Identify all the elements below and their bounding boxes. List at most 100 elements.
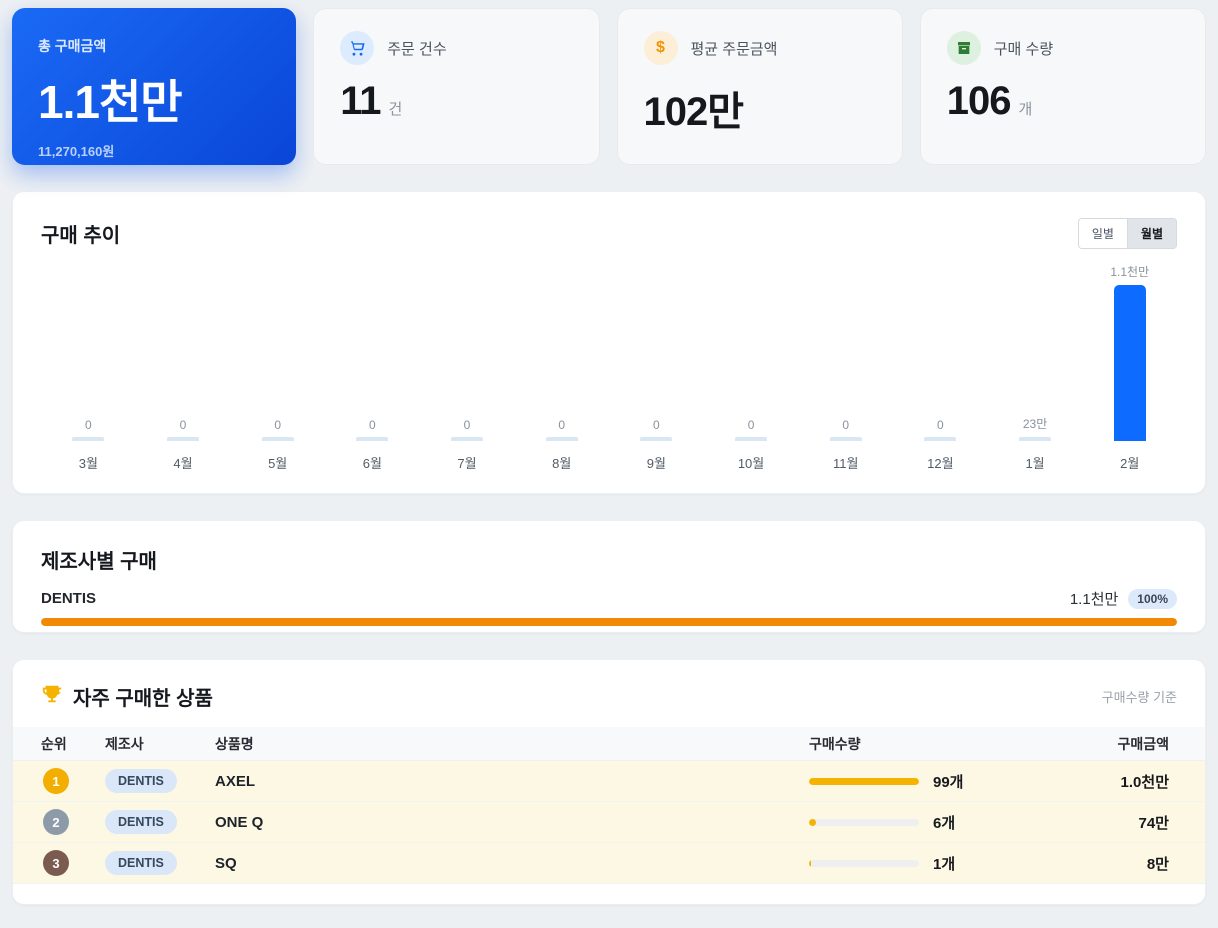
bar-month-label: 12월 bbox=[927, 456, 954, 471]
quantity-bar-track bbox=[809, 818, 919, 826]
daily-toggle-button[interactable]: 일별 bbox=[1078, 219, 1127, 248]
stat-card-purchase-quantity: 구매 수량 106 개 bbox=[919, 8, 1206, 165]
bar-column: 0 11월 bbox=[798, 418, 893, 471]
trend-bar bbox=[829, 437, 862, 441]
bar-month-label: 7월 bbox=[457, 456, 477, 471]
header-rank: 순위 bbox=[41, 735, 67, 752]
quantity-bar-fill bbox=[809, 777, 919, 785]
bar-value-label: 23만 bbox=[1022, 417, 1048, 431]
bar-value-label: 0 bbox=[84, 418, 92, 432]
rank-badge: 2 bbox=[43, 809, 69, 835]
bar-value-label: 1.1천만 bbox=[1110, 265, 1150, 279]
stat-label: 평균 주문금액 bbox=[690, 40, 778, 58]
sort-criteria-note: 구매수량 기준 bbox=[1101, 690, 1177, 705]
stat-card-total-amount: 총 구매금액 1.1천만 11,270,160원 bbox=[12, 8, 297, 165]
dollar-icon: $ bbox=[643, 31, 678, 65]
product-name: AXEL bbox=[215, 772, 256, 790]
trend-bar bbox=[167, 437, 199, 441]
quantity-count: 1개 bbox=[933, 855, 956, 873]
trend-bar bbox=[640, 437, 673, 441]
section-title-manufacturer: 제조사별 구매 bbox=[41, 551, 157, 573]
table-row: 2 DENTIS ONE Q 6개 74만 bbox=[13, 802, 1205, 843]
bar-column: 0 12월 bbox=[893, 418, 988, 471]
purchase-amount: 74만 bbox=[1138, 814, 1170, 832]
bar-month-label: 1월 bbox=[1025, 456, 1045, 471]
bar-month-label: 2월 bbox=[1120, 456, 1140, 471]
stat-label: 주문 건수 bbox=[387, 40, 447, 58]
header-quantity: 구매수량 bbox=[809, 735, 861, 752]
bar-month-label: 11월 bbox=[832, 456, 859, 471]
box-icon bbox=[946, 31, 981, 65]
bar-month-label: 3월 bbox=[78, 456, 98, 471]
bar-column: 0 8월 bbox=[514, 418, 609, 471]
trend-chart: 0 3월 0 4월 0 5월 0 6월 0 7월 0 8월 0 9월 0 10월 0 11월 0 12월 23만 1월 1.… bbox=[41, 263, 1177, 471]
bar-value-label: 0 bbox=[842, 418, 850, 432]
stat-sub-value: 11,270,160원 bbox=[38, 144, 115, 159]
stat-value: 106 bbox=[946, 79, 1012, 123]
bar-column: 0 5월 bbox=[230, 418, 325, 471]
bar-column: 0 7월 bbox=[420, 418, 515, 471]
quantity-bar-fill bbox=[809, 859, 811, 867]
bar-value-label: 0 bbox=[369, 418, 376, 432]
bar-column: 0 3월 bbox=[41, 418, 136, 471]
frequent-products-section: 자주 구매한 상품 구매수량 기준 순위 제조사 상품명 구매수량 구매금액 1… bbox=[12, 659, 1206, 905]
purchase-amount: 8만 bbox=[1146, 855, 1169, 873]
quantity-count: 6개 bbox=[933, 814, 956, 832]
cart-icon bbox=[340, 31, 375, 65]
stat-card-average-amount: $ 평균 주문금액 102만 bbox=[616, 8, 903, 165]
header-maker: 제조사 bbox=[105, 735, 144, 752]
bar-column: 1.1천만 2월 bbox=[1082, 263, 1177, 471]
stat-value: 1.1천만 bbox=[38, 76, 183, 128]
manufacturer-bar-fill bbox=[41, 618, 1177, 626]
stat-label: 구매 수량 bbox=[993, 40, 1054, 58]
table-header: 순위 제조사 상품명 구매수량 구매금액 bbox=[13, 727, 1205, 761]
trend-bar bbox=[72, 437, 105, 441]
trend-bar bbox=[924, 437, 957, 441]
purchase-trend-section: 구매 추이 일별 월별 0 3월 0 4월 0 5월 0 6월 0 7월 0 8월 0 9월 0 10월 0 11… bbox=[12, 191, 1206, 494]
section-title-products: 자주 구매한 상품 bbox=[73, 688, 213, 710]
bar-column: 0 10월 bbox=[704, 418, 799, 471]
product-name: ONE Q bbox=[215, 813, 264, 831]
quantity-count: 99개 bbox=[933, 773, 964, 791]
bar-value-label: 0 bbox=[558, 418, 566, 432]
maker-pill: DENTIS bbox=[105, 810, 177, 834]
bar-column: 0 6월 bbox=[325, 418, 420, 471]
table-row: 1 DENTIS AXEL 99개 1.0천만 bbox=[13, 761, 1205, 802]
bar-value-label: 0 bbox=[653, 418, 660, 432]
percent-badge: 100% bbox=[1128, 588, 1177, 609]
bar-column: 0 4월 bbox=[136, 418, 231, 471]
period-toggle: 일별 월별 bbox=[1077, 218, 1177, 249]
rank-badge: 3 bbox=[43, 850, 69, 876]
stat-label: 총 구매금액 bbox=[38, 38, 107, 54]
bar-month-label: 10월 bbox=[737, 456, 765, 471]
quantity-bar-track bbox=[809, 859, 919, 867]
bar-value-label: 0 bbox=[463, 418, 471, 432]
bar-month-label: 9월 bbox=[646, 456, 666, 471]
trend-bar bbox=[735, 437, 768, 441]
trophy-icon bbox=[41, 683, 63, 710]
trend-bar bbox=[545, 437, 578, 441]
quantity-bar-track bbox=[809, 777, 919, 785]
bar-column: 23만 1월 bbox=[988, 415, 1083, 471]
section-title-trend: 구매 추이 bbox=[41, 225, 121, 247]
bar-month-label: 8월 bbox=[552, 456, 572, 471]
trend-bar bbox=[356, 437, 389, 441]
manufacturer-bar-track bbox=[41, 618, 1177, 626]
stat-unit: 건 bbox=[388, 101, 403, 118]
manufacturer-section: 제조사별 구매 DENTIS 1.1천만 100% bbox=[12, 520, 1206, 633]
trend-bar bbox=[1019, 437, 1052, 441]
stat-card-order-count: 주문 건수 11 건 bbox=[313, 8, 600, 165]
bar-month-label: 5월 bbox=[268, 456, 288, 471]
quantity-bar-fill bbox=[809, 818, 816, 826]
maker-pill: DENTIS bbox=[105, 769, 177, 793]
table-row: 3 DENTIS SQ 1개 8만 bbox=[13, 843, 1205, 884]
trend-bar bbox=[451, 437, 484, 441]
monthly-toggle-button[interactable]: 월별 bbox=[1126, 219, 1176, 248]
bar-value-label: 0 bbox=[274, 418, 282, 432]
bar-value-label: 0 bbox=[179, 418, 187, 432]
purchase-amount: 1.0천만 bbox=[1120, 773, 1169, 791]
header-product-name: 상품명 bbox=[215, 735, 254, 752]
manufacturer-amount: 1.1천만 bbox=[1069, 591, 1119, 608]
stats-row: 총 구매금액 1.1천만 11,270,160원 주문 건수 11 건 $ 평균… bbox=[12, 8, 1206, 165]
